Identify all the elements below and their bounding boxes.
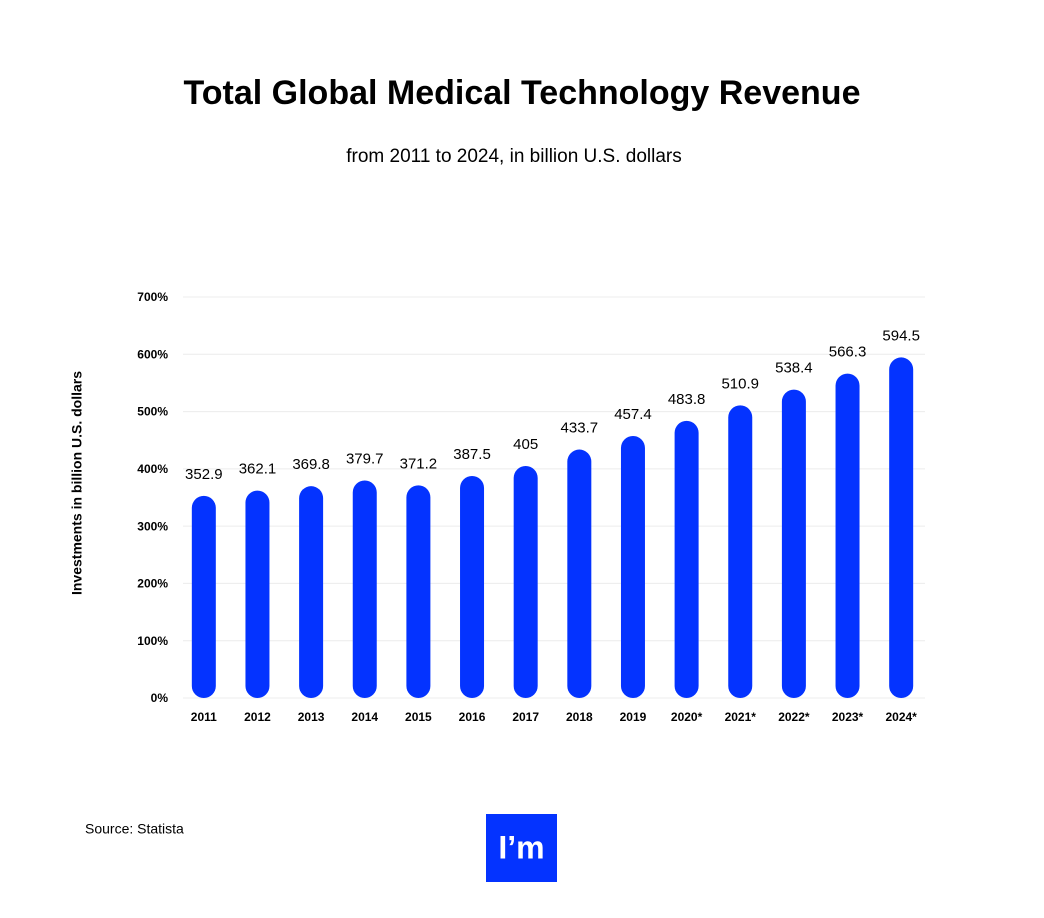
- y-axis-label: Investments in billion U.S. dollars: [69, 371, 85, 595]
- x-tick-label: 2015: [405, 710, 432, 724]
- y-tick-label: 200%: [137, 577, 168, 591]
- bar: [191, 495, 216, 698]
- value-label: 379.7: [346, 450, 384, 467]
- value-label: 566.3: [829, 344, 867, 361]
- value-label: 457.4: [614, 406, 652, 423]
- x-tick-label: 2019: [620, 710, 647, 724]
- bar: [889, 357, 914, 698]
- chart-title: Total Global Medical Technology Revenue: [184, 74, 861, 112]
- bar: [674, 420, 699, 698]
- y-tick-label: 300%: [137, 519, 168, 533]
- y-tick-label: 0%: [151, 691, 169, 705]
- x-tick-label: 2011: [191, 710, 217, 724]
- y-tick-label: 100%: [137, 634, 168, 648]
- value-label: 369.8: [292, 456, 330, 473]
- x-tick-label: 2013: [298, 710, 325, 724]
- source: Source: Statista: [85, 821, 184, 837]
- x-tick-label: 2023*: [832, 710, 864, 724]
- logo: I’m: [498, 829, 544, 865]
- value-label: 405: [513, 436, 538, 453]
- bar: [245, 490, 270, 698]
- value-label: 433.7: [561, 420, 599, 437]
- x-tick-label: 2022*: [778, 710, 810, 724]
- chart-subtitle: from 2011 to 2024, in billion U.S. dolla…: [346, 146, 682, 167]
- x-tick-label: 2018: [566, 710, 593, 724]
- y-tick-label: 700%: [137, 290, 168, 304]
- value-label: 387.5: [453, 446, 491, 463]
- y-tick-label: 400%: [137, 462, 168, 476]
- bar: [781, 389, 806, 698]
- bar: [620, 435, 645, 698]
- bar: [460, 476, 485, 698]
- x-tick-label: 2017: [512, 710, 539, 724]
- x-tick-label: 2012: [244, 710, 271, 724]
- value-label: 371.2: [400, 455, 438, 472]
- bar: [406, 485, 431, 698]
- value-label: 362.1: [239, 461, 277, 478]
- value-label: 538.4: [775, 360, 813, 377]
- bar: [567, 449, 592, 698]
- value-label: 510.9: [721, 375, 759, 392]
- x-tick-label: 2014: [351, 710, 378, 724]
- bar: [728, 405, 753, 698]
- x-tick-label: 2016: [459, 710, 486, 724]
- bar: [513, 465, 538, 698]
- value-label: 594.5: [882, 327, 920, 344]
- bar: [299, 486, 324, 698]
- logo-box: [486, 814, 557, 882]
- bar: [835, 373, 860, 698]
- bar: [352, 480, 377, 698]
- y-tick-label: 500%: [137, 405, 168, 419]
- value-label: 352.9: [185, 466, 223, 483]
- y-tick-label: 600%: [137, 347, 168, 361]
- x-tick-label: 2021*: [725, 710, 757, 724]
- x-tick-label: 2024*: [885, 710, 917, 724]
- x-tick-label: 2020*: [671, 710, 703, 724]
- value-label: 483.8: [668, 391, 706, 408]
